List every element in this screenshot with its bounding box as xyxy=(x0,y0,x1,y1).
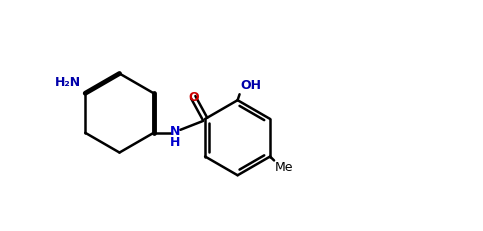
Text: O: O xyxy=(188,91,199,104)
Text: Me: Me xyxy=(275,161,294,174)
Text: H: H xyxy=(170,136,181,149)
Text: N: N xyxy=(170,125,181,138)
Text: H₂N: H₂N xyxy=(55,76,81,89)
Text: OH: OH xyxy=(241,79,262,92)
